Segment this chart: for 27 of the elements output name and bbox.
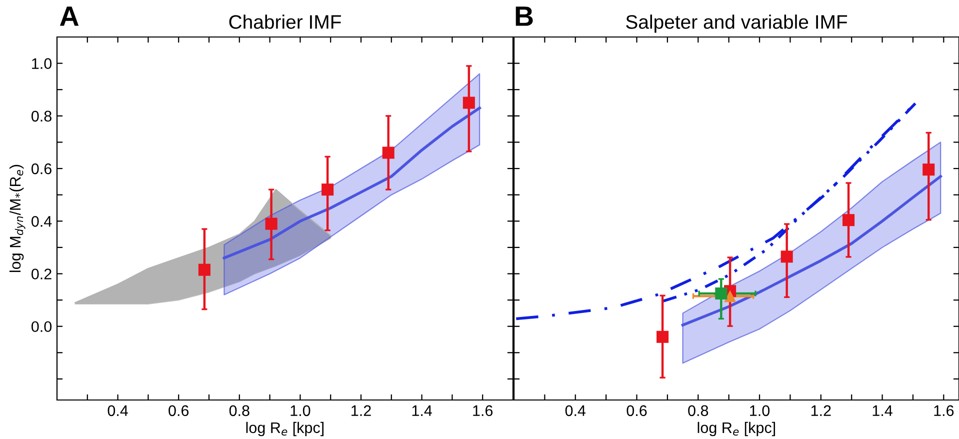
x-tick-label: 1.2	[811, 405, 831, 416]
x-tick-label: 1.2	[352, 405, 371, 416]
x-axis-title: log R$_{e}$ [kpc]	[698, 422, 776, 436]
x-tick-label: 0.6	[168, 405, 189, 416]
x-tick-label: 1.0	[290, 405, 310, 416]
x-tick-label: 1.0	[750, 405, 770, 416]
text: A	[60, 6, 79, 26]
y-tick-label: 0.4	[32, 216, 52, 227]
chart-title: Chabrier IMF	[229, 14, 341, 29]
x-tick-label: 1.4	[412, 405, 432, 416]
x-tick-label: 0.4	[565, 405, 586, 416]
x-tick-label: 1.6	[934, 405, 954, 416]
y-tick-label: 0.2	[32, 268, 52, 280]
x-tick-label: 0.8	[229, 405, 250, 416]
chart-title: Salpeter and variable IMF	[626, 14, 848, 33]
text: B	[516, 6, 533, 26]
x-tick-label: 1.4	[872, 405, 892, 416]
x-tick-label: 0.8	[688, 405, 708, 416]
y-tick-label: 0.8	[32, 110, 52, 122]
y-axis-title: log M$_{dyn}$/M$_{*}$(R$_{e}$)	[9, 164, 26, 272]
x-axis-title: log R$_{e}$ [kpc]	[246, 422, 324, 436]
x-tick-label: 1.6	[473, 405, 493, 416]
y-tick-label: 0.0	[32, 321, 52, 332]
y-tick-label: 0.6	[32, 163, 52, 174]
x-tick-label: 0.6	[626, 405, 647, 416]
x-tick-label: 0.4	[108, 405, 128, 416]
y-tick-label: 1.0	[32, 58, 52, 69]
